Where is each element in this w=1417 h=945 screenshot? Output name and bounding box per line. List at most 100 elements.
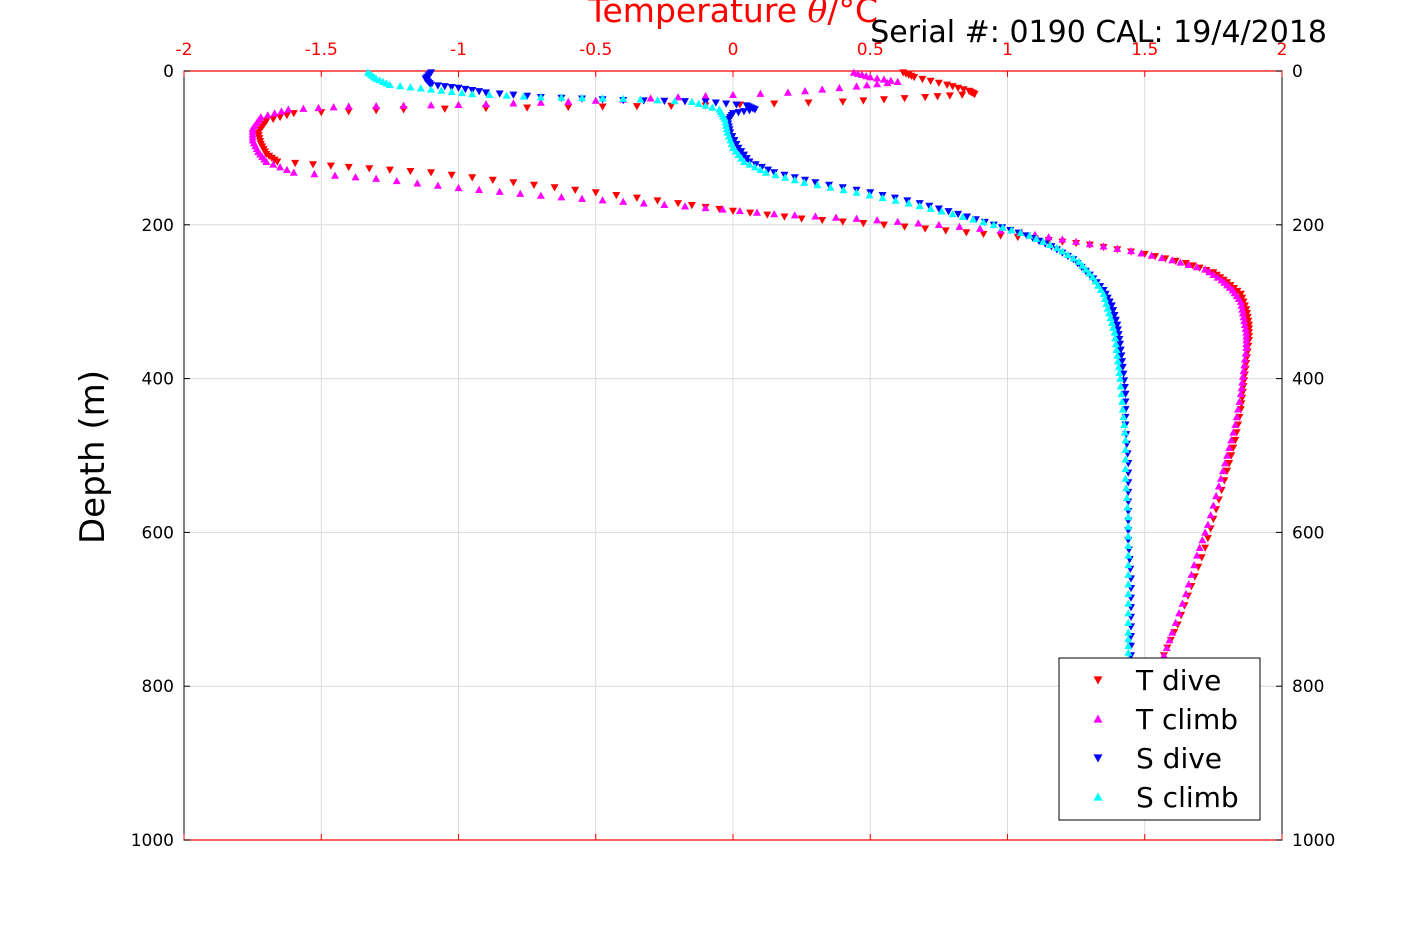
data-point <box>578 93 587 102</box>
data-point <box>1221 459 1230 467</box>
data-point <box>1109 323 1118 331</box>
data-point <box>801 86 810 95</box>
data-point <box>1124 599 1133 607</box>
data-point <box>1113 351 1122 359</box>
data-point <box>440 105 449 113</box>
data-point <box>433 181 442 189</box>
data-point <box>1197 554 1206 562</box>
data-point <box>277 107 286 115</box>
data-point <box>1206 511 1215 519</box>
data-point <box>447 171 456 180</box>
data-point <box>468 90 477 98</box>
data-point <box>790 176 799 184</box>
data-point <box>351 173 360 181</box>
y-tick-label-right: 0 <box>1292 62 1303 82</box>
data-point <box>852 82 861 90</box>
data-point <box>385 166 394 174</box>
data-point <box>1124 522 1133 530</box>
legend-label: T dive <box>1135 664 1221 697</box>
data-point <box>903 197 912 205</box>
data-point <box>962 229 971 237</box>
data-point <box>900 95 909 103</box>
data-point <box>1239 313 1248 321</box>
series-s-dive <box>421 69 1136 660</box>
data-point <box>739 157 748 165</box>
data-point <box>1242 339 1251 348</box>
data-point <box>811 212 820 220</box>
data-point <box>344 108 353 116</box>
data-point <box>481 100 490 108</box>
data-point <box>660 97 669 105</box>
data-point <box>1201 528 1210 536</box>
data-point <box>475 185 484 194</box>
data-point <box>564 103 573 112</box>
data-point <box>1096 285 1105 293</box>
data-point <box>1192 263 1201 271</box>
data-point <box>447 83 456 92</box>
y-tick-label-left: 800 <box>142 677 174 697</box>
legend-marker <box>1093 676 1103 685</box>
y-tick-label-left: 200 <box>142 216 174 236</box>
data-point <box>1113 326 1122 334</box>
data-point <box>979 230 988 239</box>
data-point <box>571 186 580 195</box>
data-point <box>1238 294 1247 302</box>
data-point <box>1106 314 1115 322</box>
data-point <box>933 93 942 101</box>
data-point <box>1117 389 1126 398</box>
data-point <box>1088 273 1097 281</box>
data-point <box>1105 309 1114 317</box>
data-point <box>468 174 477 182</box>
data-point <box>910 73 919 82</box>
data-point <box>1116 374 1125 382</box>
data-point <box>632 194 641 202</box>
data-point <box>564 97 573 105</box>
data-point <box>1214 482 1223 490</box>
data-point <box>1074 257 1083 265</box>
data-point <box>721 118 730 126</box>
data-point <box>825 181 834 190</box>
legend: T dive T climb S dive S climb <box>1058 657 1261 821</box>
data-point <box>756 165 765 174</box>
data-point <box>1238 305 1247 313</box>
data-point <box>998 223 1007 231</box>
y-tick-label-right: 200 <box>1292 216 1324 236</box>
data-point <box>1121 436 1130 444</box>
y-tick-label-left: 400 <box>142 370 174 390</box>
data-point <box>732 101 741 109</box>
data-point <box>838 98 847 106</box>
x-tick-label: 2 <box>1277 40 1288 60</box>
data-point <box>1107 302 1116 310</box>
data-point <box>839 186 848 194</box>
y-tick-label-left: 0 <box>163 62 174 82</box>
data-point <box>918 75 927 84</box>
data-point <box>701 91 710 100</box>
data-point <box>1236 297 1245 305</box>
data-point <box>636 95 645 103</box>
data-point <box>1124 609 1133 617</box>
data-point <box>797 215 806 223</box>
data-point <box>276 163 285 171</box>
data-point <box>735 206 744 215</box>
data-point <box>1181 260 1190 268</box>
data-point <box>437 86 446 94</box>
data-point <box>866 73 875 81</box>
data-point <box>1175 609 1184 617</box>
data-point <box>1209 501 1218 509</box>
data-point <box>1240 320 1249 328</box>
data-point <box>873 216 882 224</box>
data-point <box>1238 378 1247 386</box>
data-point <box>757 163 766 172</box>
data-point <box>1046 240 1055 248</box>
data-point <box>1099 290 1108 298</box>
data-point <box>1122 484 1131 492</box>
data-point <box>619 197 628 205</box>
data-point <box>1114 363 1123 371</box>
data-point <box>818 85 827 93</box>
data-point <box>1044 233 1053 241</box>
y-tick-label-right: 1000 <box>1292 831 1335 851</box>
data-point <box>729 207 737 215</box>
data-point <box>976 224 985 232</box>
data-point <box>1111 339 1120 348</box>
